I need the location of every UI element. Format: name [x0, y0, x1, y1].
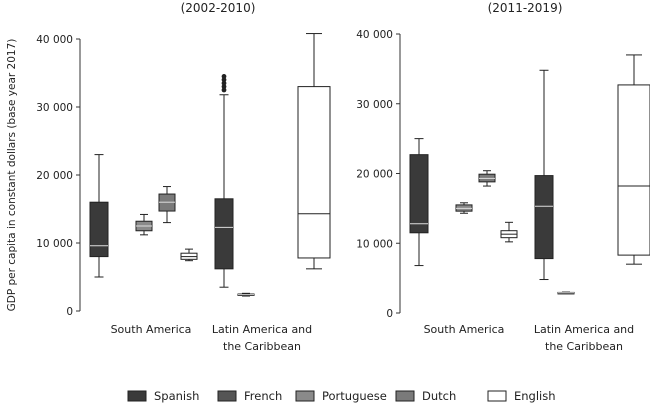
box-english-1 — [500, 221, 518, 243]
legend-swatch — [395, 390, 415, 402]
box-english-2 — [617, 54, 650, 265]
legend-item-spanish: Spanish — [127, 389, 199, 403]
panel-title: (2002-2010) — [181, 1, 256, 15]
box-body — [409, 154, 429, 234]
legend-swatch — [217, 390, 237, 402]
box-dutch-1 — [478, 170, 496, 187]
legend: Spanish French Portuguese Dutch English — [127, 389, 556, 403]
y-tick-label: 30 000 — [36, 102, 73, 114]
y-tick-label: 10 000 — [36, 238, 73, 250]
y-tick-label: 20 000 — [356, 169, 393, 181]
legend-swatch — [487, 390, 507, 402]
box-spanish-2 — [534, 69, 554, 281]
box-spanish-1 — [89, 154, 109, 278]
box-french-2 — [557, 291, 575, 295]
y-axis-label: GDP per capita in constant dollars (base… — [6, 39, 18, 312]
legend-swatch — [295, 390, 315, 402]
y-tick-label: 40 000 — [36, 34, 73, 46]
box-body — [297, 86, 331, 259]
outlier-point — [221, 77, 227, 83]
box-body — [214, 198, 234, 270]
legend-label: Dutch — [422, 389, 456, 403]
legend-item-english: English — [487, 389, 556, 403]
y-tick-label: 0 — [66, 306, 73, 318]
box-portuguese-1 — [455, 202, 473, 214]
y-tick-label: 40 000 — [356, 29, 393, 41]
y-tick-label: 20 000 — [36, 170, 73, 182]
box-french-2 — [237, 292, 255, 297]
legend-item-portuguese: Portuguese — [295, 389, 387, 403]
y-tick-label: 0 — [386, 308, 393, 320]
y-tick-label: 30 000 — [356, 99, 393, 111]
box-body — [89, 201, 109, 258]
legend-item-dutch: Dutch — [395, 389, 456, 403]
box-body — [534, 175, 554, 260]
legend-item-french: French — [217, 389, 282, 403]
category-label: South America — [111, 323, 192, 336]
panel-2: (2011-2019) 0 10 000 20 000 30 000 40 000 Sout… — [356, 1, 650, 353]
box-body — [617, 84, 650, 256]
y-tick-label: 10 000 — [356, 238, 393, 250]
legend-label: Portuguese — [322, 389, 387, 403]
legend-label: Spanish — [154, 389, 199, 403]
panel-title: (2011-2019) — [488, 1, 563, 15]
outlier-point — [221, 84, 227, 89]
box-english-2 — [297, 33, 331, 270]
box-dutch-1 — [158, 186, 176, 224]
legend-swatch — [127, 390, 147, 402]
outlier-point — [221, 87, 227, 93]
outlier-point — [221, 74, 227, 79]
legend-label: English — [514, 389, 556, 403]
panel-1: (2002-2010) 0 10 000 20 000 30 000 40 000 GDP … — [6, 1, 331, 353]
legend-label: French — [244, 389, 282, 403]
box-spanish-2 — [214, 74, 234, 288]
box-english-1 — [180, 248, 198, 262]
box-spanish-1 — [409, 138, 429, 267]
category-label: South America — [424, 323, 505, 336]
box-portuguese-1 — [135, 213, 153, 236]
outlier-point — [221, 80, 227, 86]
category-label: Latin America and the Caribbean — [212, 323, 312, 353]
category-label: Latin America and the Caribbean — [534, 323, 634, 353]
